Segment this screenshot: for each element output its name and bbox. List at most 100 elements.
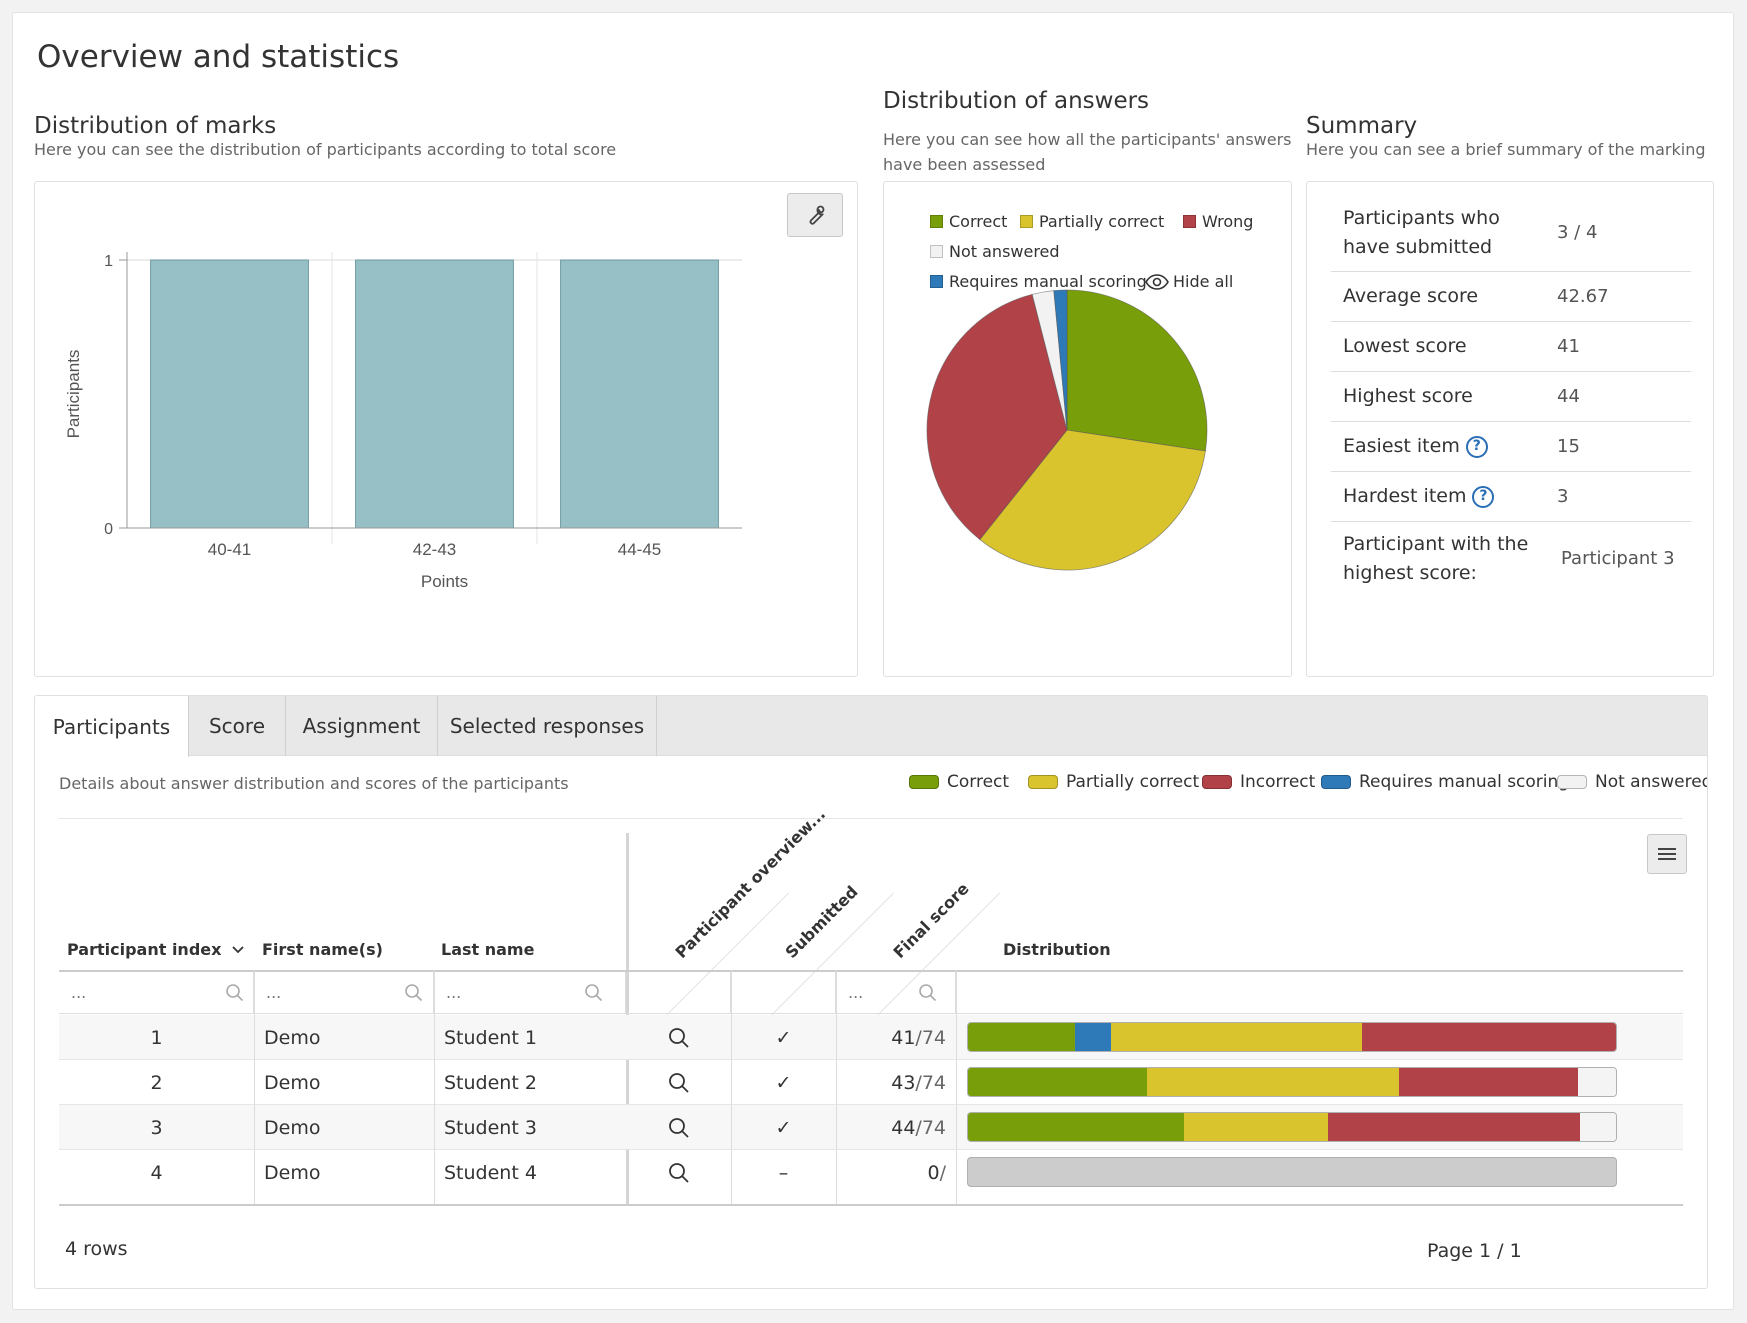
column-header-last-name[interactable]: Last name xyxy=(441,940,535,959)
legend-not-answered[interactable]: Not answered xyxy=(930,242,1060,261)
table-menu-button[interactable] xyxy=(1647,834,1687,874)
filter-cell xyxy=(59,972,254,1014)
legend-label: Not answered xyxy=(1595,772,1708,792)
cell-submitted: – xyxy=(778,1161,789,1184)
hide-all-label: Hide all xyxy=(1173,272,1234,291)
summary-card: Participants who have submitted 3 / 4 Av… xyxy=(1306,181,1714,677)
column-header-label: Participant index xyxy=(67,940,222,959)
distribution-segment-wrong xyxy=(1398,1068,1579,1096)
pie-slice-partially-correct[interactable] xyxy=(979,429,1206,571)
summary-row-lowest: Lowest score 41 xyxy=(1331,322,1691,372)
chart-settings-button[interactable] xyxy=(787,193,843,237)
marks-title: Distribution of marks xyxy=(34,113,277,139)
summary-label-line1: Participant with the xyxy=(1343,533,1529,555)
legend-swatch xyxy=(1020,215,1033,228)
column-separator xyxy=(254,970,255,1205)
summary-label-line2: have submitted xyxy=(1343,236,1493,258)
x-tick-label: 40-41 xyxy=(208,540,251,559)
final-score-value: 43 xyxy=(891,1071,916,1094)
help-icon[interactable]: ? xyxy=(1472,485,1495,508)
pie-slice-wrong[interactable] xyxy=(926,293,1068,541)
filter-cell xyxy=(434,972,626,1014)
bar-40-41[interactable] xyxy=(150,259,309,529)
summary-title: Summary xyxy=(1306,113,1418,139)
answers-description-line1: Here you can see how all the participant… xyxy=(883,130,1292,149)
table-row[interactable]: 2 Demo Student 2 ✓ 43/74 xyxy=(59,1060,1683,1105)
table-bottom-border xyxy=(59,1204,1683,1206)
final-score-max: /74 xyxy=(915,1116,946,1139)
participant-overview-button[interactable] xyxy=(626,1015,731,1060)
summary-label: Hardest item? xyxy=(1343,482,1495,511)
magnifier-icon xyxy=(668,1117,689,1138)
overview-page: Overview and statistics Distribution of … xyxy=(12,12,1734,1310)
filter-input-first-name[interactable] xyxy=(264,982,384,1003)
table-row[interactable]: 3 Demo Student 3 ✓ 44/74 xyxy=(59,1105,1683,1150)
tab-score[interactable]: Score xyxy=(189,696,286,756)
tab-participants[interactable]: Participants xyxy=(35,696,189,757)
summary-value: Participant 3 xyxy=(1561,548,1675,569)
table-row[interactable]: 4 Demo Student 4 – 0/ xyxy=(59,1150,1683,1195)
pie-slice-correct[interactable] xyxy=(1066,289,1208,452)
tab-selected-responses[interactable]: Selected responses xyxy=(438,696,657,756)
table-row[interactable]: 1 Demo Student 1 ✓ 41/74 xyxy=(59,1015,1683,1060)
help-icon[interactable]: ? xyxy=(1465,435,1488,458)
filter-cell xyxy=(731,972,836,1014)
legend-label: Partially correct xyxy=(1066,772,1200,792)
summary-value: 44 xyxy=(1557,386,1580,407)
participant-overview-button[interactable] xyxy=(626,1060,731,1105)
cell-final-score: 0/ xyxy=(836,1150,947,1195)
column-header-first-name[interactable]: First name(s) xyxy=(262,940,383,959)
cell-submitted: ✓ xyxy=(775,1116,792,1139)
bar-42-43[interactable] xyxy=(355,259,514,529)
legend-label: Requires manual scoring xyxy=(1359,772,1570,792)
bar-44-45[interactable] xyxy=(560,259,719,529)
cell-participant-index: 4 xyxy=(150,1161,163,1184)
summary-value: 42.67 xyxy=(1557,286,1609,307)
cell-final-score: 44/74 xyxy=(836,1105,946,1150)
cell-last-name: Student 3 xyxy=(444,1116,537,1139)
summary-row-easiest: Easiest item? 15 xyxy=(1331,422,1691,472)
marks-bar-chart: 0 1 40-41 42-43 44-45 Points Participants xyxy=(64,252,742,591)
legend-partially-correct[interactable]: Partially correct xyxy=(1020,212,1164,231)
cell-last-name: Student 4 xyxy=(444,1161,537,1184)
legend-wrong[interactable]: Wrong xyxy=(1183,212,1253,231)
summary-label: Participants who have submitted xyxy=(1343,204,1500,262)
y-tick-label: 0 xyxy=(104,521,113,538)
legend-swatch xyxy=(930,215,943,228)
summary-description: Here you can see a brief summary of the … xyxy=(1306,140,1706,159)
column-header-final-score[interactable]: Final score xyxy=(889,878,973,962)
summary-label-text: Hardest item xyxy=(1343,485,1467,507)
filter-input-final-score[interactable] xyxy=(846,982,906,1003)
tab-bar: Participants Score Assignment Selected r… xyxy=(35,696,1707,757)
summary-row-average: Average score 42.67 xyxy=(1331,272,1691,322)
participant-overview-button[interactable] xyxy=(626,1105,731,1150)
filter-cell xyxy=(836,972,956,1014)
column-header-participant-index[interactable]: Participant index xyxy=(67,940,245,959)
final-score-max: / xyxy=(939,1161,946,1184)
eye-icon xyxy=(1145,273,1169,290)
column-separator xyxy=(731,970,732,1205)
table-legend-not-answered: Not answered xyxy=(1557,772,1708,792)
legend-swatch xyxy=(1202,775,1232,789)
final-score-value: 41 xyxy=(891,1026,916,1049)
distribution-segment-partial xyxy=(1183,1113,1328,1141)
filter-input-last-name[interactable] xyxy=(444,982,574,1003)
filter-input-participant-index[interactable] xyxy=(69,982,209,1003)
table-legend-correct: Correct xyxy=(909,772,1009,792)
participant-overview-button[interactable] xyxy=(626,1150,731,1195)
hide-all-button[interactable]: Hide all xyxy=(1145,272,1233,291)
column-header-submitted[interactable]: Submitted xyxy=(781,882,862,962)
legend-correct[interactable]: Correct xyxy=(930,212,1007,231)
y-tick-label: 1 xyxy=(104,253,113,270)
pie-slice-requires-manual-scoring[interactable] xyxy=(1053,289,1068,431)
participants-panel: Participants Score Assignment Selected r… xyxy=(34,695,1708,1289)
summary-label-text: Easiest item xyxy=(1343,435,1460,457)
legend-requires-manual-scoring[interactable]: Requires manual scoring xyxy=(930,272,1147,291)
distribution-segment-none xyxy=(1578,1068,1616,1096)
column-separator xyxy=(956,970,957,1205)
summary-label: Lowest score xyxy=(1343,335,1467,357)
legend-swatch xyxy=(930,275,943,288)
answers-description: Here you can see how all the participant… xyxy=(883,127,1292,177)
tab-assignment[interactable]: Assignment xyxy=(286,696,438,756)
magnifier-icon xyxy=(668,1027,689,1048)
